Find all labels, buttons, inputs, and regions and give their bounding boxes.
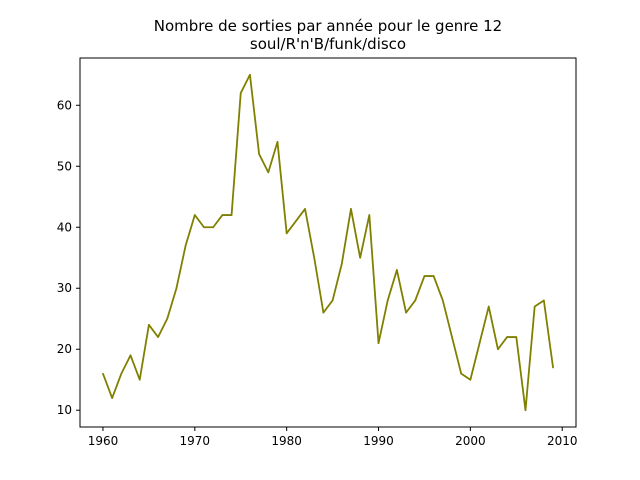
data-point — [249, 73, 251, 76]
data-point — [166, 317, 169, 320]
data-point — [304, 208, 306, 210]
y-tick-label: 30 — [57, 281, 72, 295]
axes-frame — [79, 57, 577, 428]
data-point — [102, 372, 104, 375]
data-point — [552, 366, 554, 369]
data-point — [524, 409, 527, 412]
data-point — [423, 275, 426, 277]
data-point — [414, 299, 417, 302]
data-point — [239, 92, 242, 94]
y-tick-label: 20 — [57, 342, 72, 356]
data-point — [478, 342, 481, 344]
data-point — [460, 372, 462, 375]
series-line — [102, 73, 554, 412]
data-point — [442, 299, 444, 302]
data-point — [543, 299, 545, 302]
data-point — [221, 214, 224, 216]
data-point — [386, 299, 389, 302]
y-tick-label: 40 — [57, 220, 72, 234]
data-point — [194, 214, 196, 216]
chart-title-line-2: soul/R'n'B/funk/disco — [250, 35, 406, 53]
data-point — [295, 220, 297, 222]
data-point — [350, 208, 352, 210]
x-tick-label: 2010 — [547, 434, 578, 448]
data-point — [340, 263, 343, 265]
y-tick-label: 50 — [57, 159, 72, 173]
data-point — [331, 299, 334, 302]
data-point — [267, 171, 270, 174]
x-tick-label: 2000 — [455, 434, 486, 448]
data-point — [157, 336, 159, 338]
data-point — [469, 378, 472, 381]
data-point — [129, 354, 132, 357]
x-tick-label: 1960 — [88, 434, 119, 448]
data-point — [405, 311, 407, 314]
data-point — [276, 141, 279, 143]
data-point — [285, 232, 288, 235]
data-point — [533, 305, 536, 308]
data-point — [432, 275, 435, 277]
data-point — [359, 256, 361, 259]
data-point — [515, 336, 518, 338]
data-point — [487, 305, 490, 308]
data-point — [175, 287, 178, 290]
data-point — [184, 244, 187, 247]
x-tick-label: 1970 — [180, 434, 211, 448]
data-point — [497, 348, 499, 351]
data-point — [212, 226, 214, 229]
y-tick-label: 10 — [57, 403, 72, 417]
data-point — [396, 269, 398, 271]
data-point — [368, 214, 371, 216]
data-point — [322, 311, 325, 314]
data-point — [313, 256, 316, 259]
data-point — [203, 226, 205, 229]
x-tick-label: 1980 — [271, 434, 302, 448]
data-point — [120, 372, 123, 375]
y-tick-label: 60 — [57, 98, 72, 112]
data-point — [111, 397, 113, 399]
data-point — [230, 214, 233, 216]
data-point — [148, 324, 150, 326]
data-point — [506, 336, 508, 338]
x-tick-label: 1990 — [363, 434, 394, 448]
data-point — [451, 336, 453, 338]
data-point — [258, 153, 260, 155]
data-point — [138, 378, 141, 381]
chart-title-line-1: Nombre de sorties par année pour le genr… — [154, 17, 502, 35]
data-point — [377, 342, 380, 344]
